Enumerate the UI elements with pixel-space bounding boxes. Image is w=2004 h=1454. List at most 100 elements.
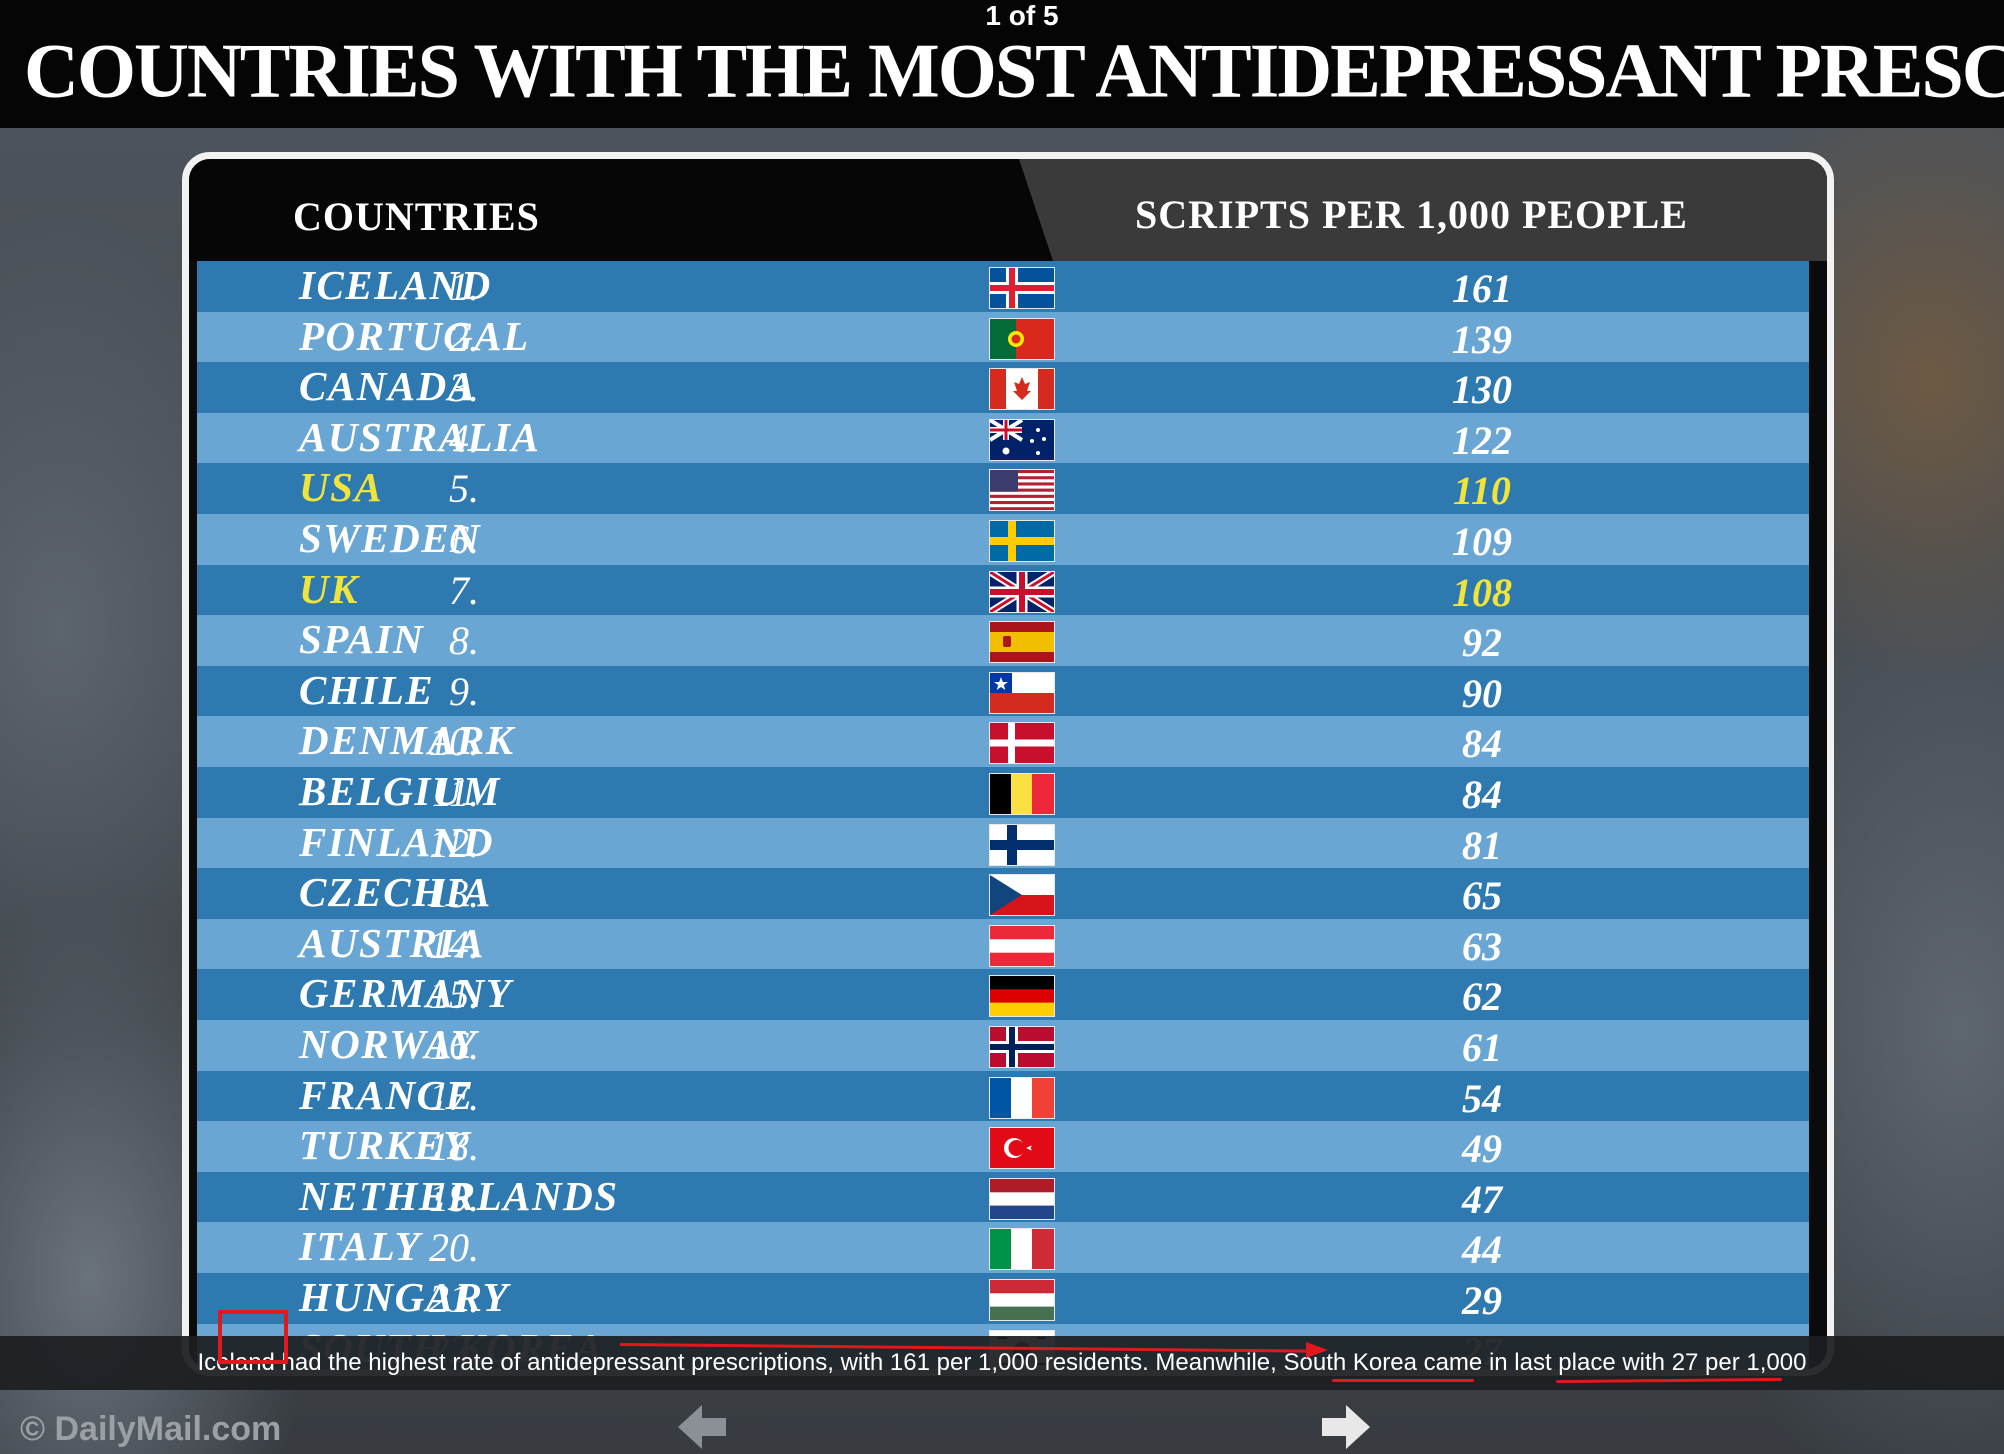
row-rank: 10. xyxy=(429,719,479,765)
row-rank: 3. xyxy=(449,365,479,411)
row-country-name: ICELAND xyxy=(299,262,492,308)
row-scripts-value: 122 xyxy=(1452,417,1512,463)
row-rank: 15. xyxy=(429,972,479,1018)
table-row: 17. FRANCE 54 xyxy=(197,1070,1809,1122)
row-scripts-value: 44 xyxy=(1462,1227,1502,1273)
row-rank: 6. xyxy=(449,517,479,562)
belgium-flag-icon xyxy=(989,773,1055,815)
row-rank: 11. xyxy=(431,770,479,815)
row-rank: 4. xyxy=(449,415,479,461)
row-country-name: FRANCE xyxy=(299,1071,475,1118)
table-row: 7. UK 108 xyxy=(197,564,1809,616)
row-country-name: TURKEY xyxy=(299,1122,470,1169)
row-country-name: HUNGARY xyxy=(299,1274,510,1320)
table-row: 11. BELGIUM 84 xyxy=(197,767,1809,818)
row-country-name: SPAIN xyxy=(299,616,425,663)
germany-flag-icon xyxy=(989,975,1055,1018)
row-rank: 5. xyxy=(449,466,479,512)
turkey-flag-icon xyxy=(989,1127,1055,1170)
table-row: 21. HUNGARY 29 xyxy=(197,1273,1809,1324)
annotation-underline-south-korea xyxy=(1332,1379,1474,1382)
row-rank: 1. xyxy=(449,264,479,309)
table-header: COUNTRIES SCRIPTS PER 1,000 PEOPLE xyxy=(189,159,1827,261)
row-country-name: PORTUGAL xyxy=(299,312,530,359)
row-country-name: CHILE xyxy=(299,666,435,713)
row-rank: 16. xyxy=(429,1023,479,1068)
page-title: COUNTRIES WITH THE MOST ANTIDEPRESSANT P… xyxy=(24,28,2004,114)
row-scripts-value: 110 xyxy=(1453,468,1511,514)
gallery-counter: 1 of 5 xyxy=(985,0,1059,31)
czechia-flag-icon xyxy=(989,874,1055,917)
row-scripts-value: 90 xyxy=(1462,670,1502,716)
row-rank: 12. xyxy=(429,820,479,866)
spain-flag-icon xyxy=(989,621,1055,664)
norway-flag-icon xyxy=(989,1026,1055,1068)
row-scripts-value: 54 xyxy=(1462,1075,1502,1121)
row-country-name: CZECHIA xyxy=(299,869,492,916)
row-scripts-value: 161 xyxy=(1452,266,1512,311)
row-rank: 8. xyxy=(449,618,479,664)
row-country-name: NORWAY xyxy=(299,1021,478,1067)
row-country-name: FINLAND xyxy=(299,818,495,865)
row-scripts-value: 63 xyxy=(1462,923,1502,969)
row-scripts-value: 47 xyxy=(1462,1176,1502,1222)
annotation-box xyxy=(218,1310,288,1364)
table-header-right-tab xyxy=(1019,159,1827,261)
finland-flag-icon xyxy=(989,823,1055,866)
table-row: 8. SPAIN 92 xyxy=(197,615,1809,666)
usa-flag-icon xyxy=(989,469,1055,512)
row-country-name: GERMANY xyxy=(299,970,513,1017)
row-scripts-value: 49 xyxy=(1462,1126,1502,1172)
australia-flag-icon xyxy=(989,418,1055,461)
portugal-flag-icon xyxy=(989,317,1055,360)
row-scripts-value: 130 xyxy=(1452,367,1512,413)
row-country-name: UK xyxy=(299,565,359,612)
netherlands-flag-icon xyxy=(989,1177,1055,1220)
uk-flag-icon xyxy=(989,570,1055,613)
watermark: © DailyMail.com xyxy=(20,1410,282,1448)
hungary-flag-icon xyxy=(989,1279,1055,1321)
row-scripts-value: 92 xyxy=(1462,620,1502,666)
table-row: 14. AUSTRIA 63 xyxy=(197,918,1809,970)
row-scripts-value: 29 xyxy=(1462,1278,1502,1323)
column-header-countries: COUNTRIES xyxy=(293,194,540,239)
table-row: 13. CZECHIA 65 xyxy=(197,868,1809,919)
row-country-name: CANADA xyxy=(299,363,477,410)
title-bar: 1 of 5 COUNTRIES WITH THE MOST ANTIDEPRE… xyxy=(0,0,2004,128)
row-country-name: AUSTRIA xyxy=(299,919,485,966)
table-row: 15. GERMANY 62 xyxy=(197,969,1809,1020)
arrow-right-icon[interactable] xyxy=(1320,1405,1370,1449)
ranking-table: COUNTRIES SCRIPTS PER 1,000 PEOPLE 1. ICE… xyxy=(182,152,1834,1376)
caption-text: Iceland had the highest rate of antidepr… xyxy=(197,1349,1807,1376)
table-row: 3. CANADA 130 xyxy=(197,362,1809,413)
arrow-left-icon[interactable] xyxy=(678,1405,728,1449)
row-rank: 14. xyxy=(429,921,479,967)
row-rank: 13. xyxy=(429,871,479,917)
row-country-name: NETHERLANDS xyxy=(299,1172,619,1219)
iceland-flag-icon xyxy=(989,267,1055,309)
row-scripts-value: 81 xyxy=(1462,822,1502,868)
row-scripts-value: 109 xyxy=(1452,519,1512,564)
row-rank: 19. xyxy=(429,1174,479,1220)
row-country-name: DENMARK xyxy=(299,717,515,764)
table-row: 16. NORWAY 61 xyxy=(197,1020,1809,1071)
row-country-name: USA xyxy=(299,464,384,511)
table-row: 2. PORTUGAL 139 xyxy=(197,311,1809,363)
table-row: 18. TURKEY 49 xyxy=(197,1121,1809,1172)
row-rank: 20. xyxy=(429,1225,479,1271)
row-scripts-value: 61 xyxy=(1462,1025,1502,1070)
row-rank: 21. xyxy=(429,1276,479,1321)
row-country-name: AUSTRALIA xyxy=(299,413,541,460)
row-scripts-value: 84 xyxy=(1462,721,1502,767)
row-scripts-value: 84 xyxy=(1462,772,1502,817)
row-rank: 7. xyxy=(449,567,479,613)
row-rank: 17. xyxy=(429,1073,479,1119)
chile-flag-icon xyxy=(989,671,1055,714)
table-row: 12. FINLAND 81 xyxy=(197,817,1809,869)
table-row: 6. SWEDEN 109 xyxy=(197,514,1809,565)
row-scripts-value: 139 xyxy=(1452,316,1512,362)
table-row: 4. AUSTRALIA 122 xyxy=(197,412,1809,464)
france-flag-icon xyxy=(989,1076,1055,1119)
table-row: 20. ITALY 44 xyxy=(197,1222,1809,1273)
row-country-name: BELGIUM xyxy=(299,768,501,814)
